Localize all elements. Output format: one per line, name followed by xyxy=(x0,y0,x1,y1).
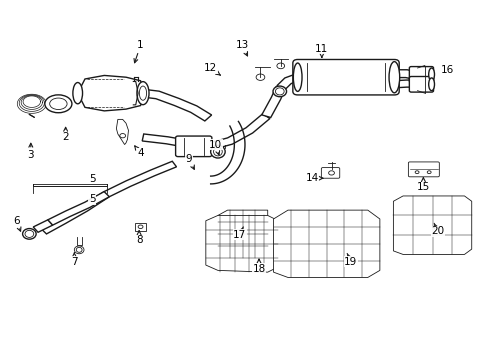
Ellipse shape xyxy=(293,63,302,91)
Polygon shape xyxy=(211,176,214,184)
Ellipse shape xyxy=(256,74,264,80)
Polygon shape xyxy=(232,132,243,135)
Polygon shape xyxy=(221,172,229,178)
FancyBboxPatch shape xyxy=(408,67,433,82)
Polygon shape xyxy=(220,172,228,179)
Polygon shape xyxy=(230,160,241,165)
Polygon shape xyxy=(212,176,216,184)
Polygon shape xyxy=(213,175,218,183)
Polygon shape xyxy=(142,89,211,121)
Text: 19: 19 xyxy=(344,253,357,266)
Text: 9: 9 xyxy=(185,154,194,169)
Polygon shape xyxy=(230,126,241,130)
Polygon shape xyxy=(233,152,244,155)
Text: 6: 6 xyxy=(13,216,21,231)
Polygon shape xyxy=(393,196,471,255)
Text: 12: 12 xyxy=(203,63,220,75)
Polygon shape xyxy=(217,174,224,181)
Ellipse shape xyxy=(428,68,434,81)
Polygon shape xyxy=(234,144,244,146)
Polygon shape xyxy=(33,220,53,232)
Polygon shape xyxy=(224,168,234,175)
Ellipse shape xyxy=(45,95,72,113)
FancyBboxPatch shape xyxy=(408,77,433,92)
Polygon shape xyxy=(176,114,269,150)
Ellipse shape xyxy=(137,82,149,105)
Polygon shape xyxy=(232,153,244,157)
Text: 10: 10 xyxy=(208,140,222,155)
Text: 1: 1 xyxy=(134,40,143,63)
Polygon shape xyxy=(48,192,109,225)
FancyBboxPatch shape xyxy=(292,59,398,95)
Polygon shape xyxy=(116,120,128,145)
Polygon shape xyxy=(229,162,240,166)
Text: 18: 18 xyxy=(252,259,265,274)
Polygon shape xyxy=(233,134,244,137)
Polygon shape xyxy=(229,124,241,129)
Text: 16: 16 xyxy=(440,65,453,75)
Text: 3: 3 xyxy=(27,143,34,160)
Polygon shape xyxy=(234,148,244,150)
Polygon shape xyxy=(233,150,244,153)
Text: 2: 2 xyxy=(62,127,69,143)
Polygon shape xyxy=(234,146,244,148)
Ellipse shape xyxy=(210,145,224,158)
Text: 14: 14 xyxy=(305,173,322,183)
Polygon shape xyxy=(216,175,223,182)
Text: 20: 20 xyxy=(430,223,444,237)
Bar xyxy=(135,222,146,231)
FancyBboxPatch shape xyxy=(175,136,211,157)
Text: 5: 5 xyxy=(89,194,95,204)
Polygon shape xyxy=(232,130,243,134)
Polygon shape xyxy=(393,70,415,79)
FancyBboxPatch shape xyxy=(321,168,339,178)
Polygon shape xyxy=(230,159,242,163)
Polygon shape xyxy=(142,134,209,152)
Polygon shape xyxy=(41,161,176,234)
Text: 13: 13 xyxy=(235,40,248,56)
Text: 8: 8 xyxy=(136,231,142,245)
Polygon shape xyxy=(218,173,226,180)
Text: 17: 17 xyxy=(233,227,246,240)
Polygon shape xyxy=(210,176,212,184)
Polygon shape xyxy=(261,87,285,117)
Ellipse shape xyxy=(388,62,399,93)
Polygon shape xyxy=(218,210,267,258)
Polygon shape xyxy=(205,215,278,272)
Polygon shape xyxy=(222,171,231,177)
Text: 15: 15 xyxy=(416,178,429,192)
Ellipse shape xyxy=(50,98,67,109)
Polygon shape xyxy=(233,136,244,139)
Text: 4: 4 xyxy=(134,146,143,158)
Polygon shape xyxy=(78,76,142,111)
Polygon shape xyxy=(393,80,414,88)
Ellipse shape xyxy=(272,86,286,97)
Ellipse shape xyxy=(22,229,36,239)
Polygon shape xyxy=(232,155,243,159)
Polygon shape xyxy=(276,73,305,90)
Text: 7: 7 xyxy=(71,253,78,266)
Polygon shape xyxy=(234,140,244,143)
FancyBboxPatch shape xyxy=(407,162,438,177)
Text: 5: 5 xyxy=(89,174,95,184)
Polygon shape xyxy=(231,157,242,161)
Polygon shape xyxy=(223,170,232,176)
Polygon shape xyxy=(233,138,244,141)
Polygon shape xyxy=(225,167,235,173)
Polygon shape xyxy=(231,128,242,132)
Ellipse shape xyxy=(74,246,84,254)
Polygon shape xyxy=(215,175,221,183)
Text: 11: 11 xyxy=(315,44,328,58)
Ellipse shape xyxy=(428,78,434,91)
Polygon shape xyxy=(229,122,240,127)
Ellipse shape xyxy=(73,82,82,104)
Polygon shape xyxy=(234,142,244,144)
Polygon shape xyxy=(228,163,239,168)
Polygon shape xyxy=(226,166,237,171)
Polygon shape xyxy=(227,165,238,170)
Polygon shape xyxy=(273,210,379,278)
